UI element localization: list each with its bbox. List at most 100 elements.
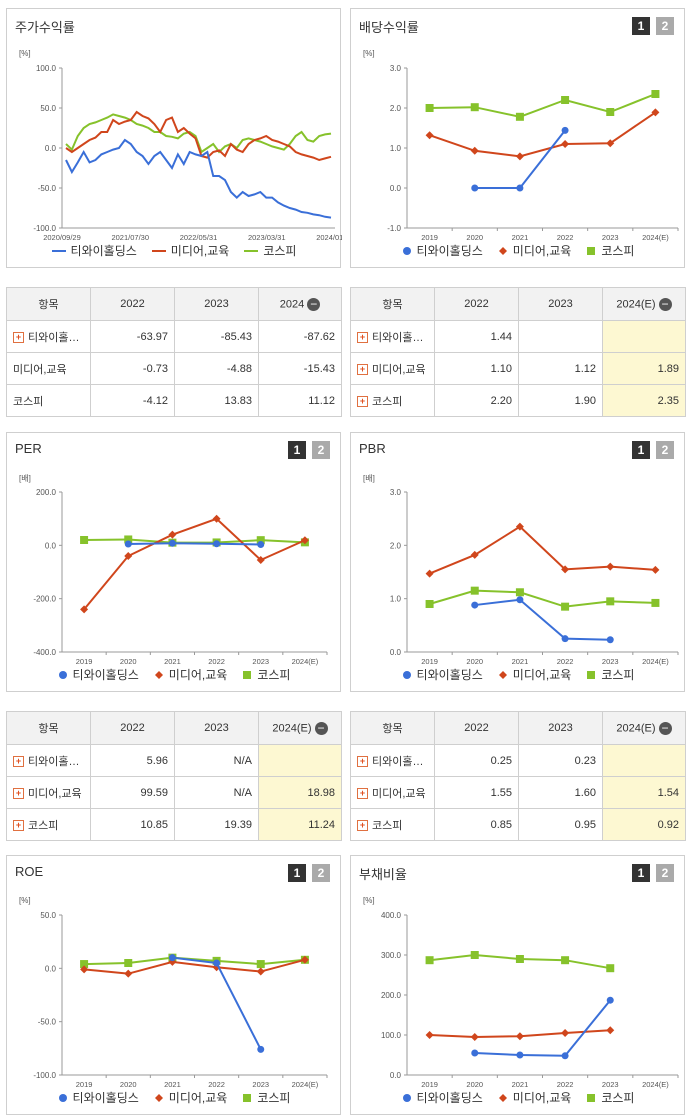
per-cell: 5.96 [90,744,175,777]
returns-legend-item-media: 미디어,교육 [151,242,230,259]
dividend-expand-icon[interactable]: + [357,396,368,408]
pbr-view-1-button[interactable]: 1 [632,441,650,459]
debt-y-tick-label: 300.0 [381,951,402,960]
dividend-row-name: + 미디어,교육 [350,352,435,385]
roe-x-tick-label: 2021 [164,1080,181,1089]
returns-row-label: 미디어,교육 [13,363,67,376]
roe-view-1-button[interactable]: 1 [288,864,306,882]
returns-x-tick-label: 2024/01/31 [316,233,342,242]
dividend-cell: 1.44 [434,320,519,353]
per-point-kospi [124,535,133,544]
per-series-line-holding [128,542,261,546]
returns-cell: 11.12 [258,384,342,417]
roe-view-2-button[interactable]: 2 [312,864,330,882]
roe-point-kospi [80,960,89,969]
per-expand-icon[interactable]: + [13,756,24,768]
per-line-chart: 200.0 0.0 -200.0 -400.0 2019 2020 2021 2022 2023… [33,488,328,666]
pbr-collapse-icon[interactable]: − [658,721,672,735]
returns-legend-item-holding: 티와이홀딩스 [51,242,137,259]
pbr-expand-icon[interactable]: + [357,756,368,768]
pbr-point-media [425,569,434,578]
dividend-header-item: 항목 [350,287,435,321]
debt-legend-swatch-kospi [587,1093,596,1102]
returns-legend-label: 미디어,교육 [170,244,230,258]
pbr-x-tick-label: 2024(E) [642,657,669,666]
dividend-point-kospi [561,96,570,104]
dividend-expand-icon[interactable]: + [357,364,368,376]
dividend-point-media [425,131,434,140]
pbr-point-kospi [651,598,660,607]
pbr-legend-label: 티와이홀딩스 [416,668,483,682]
dividend-cell [518,320,603,353]
dividend-cell [602,320,686,353]
roe-x-tick-label: 2019 [76,1080,93,1089]
dividend-x-tick-label: 2023 [602,233,619,242]
per-expand-icon[interactable]: + [13,820,24,832]
dividend-collapse-icon[interactable]: − [658,297,672,311]
returns-cell: -85.43 [174,320,259,353]
dividend-x-tick-label: 2019 [421,233,438,242]
dividend-point-holding [471,184,479,192]
dividend-x-tick-label: 2022 [557,233,574,242]
returns-cell: -0.73 [90,352,175,385]
per-view-2-button[interactable]: 2 [312,441,330,459]
pbr-row-name: + 코스피 [350,808,435,841]
dividend-line-chart: 3.0 2.0 1.0 0.0 -1.0 2019 2020 2021 2022 2023 2024… [387,64,679,242]
debt-x-tick-label: 2023 [602,1080,619,1089]
debt-point-media [470,1033,479,1041]
dividend-table-row: + 미디어,교육 1.10 1.12 1.89 [350,352,686,385]
per-legend-swatch-holding [58,670,67,679]
pbr-cell: 0.25 [434,744,519,777]
pbr-point-holding [471,601,479,609]
returns-collapse-icon[interactable]: − [307,297,321,311]
pbr-row-name: + 티와이홀… [350,744,435,777]
pbr-point-media [561,565,570,574]
pbr-row-label: 미디어,교육 [372,787,426,800]
dividend-view-2-button[interactable]: 2 [656,17,674,35]
debt-view-2-button[interactable]: 2 [656,864,674,882]
debt-point-holding [516,1051,524,1059]
roe-legend-swatch-holding [58,1093,67,1102]
pbr-expand-icon[interactable]: + [357,788,368,800]
roe-y-tick-label: 50.0 [40,911,56,920]
debt-point-media [561,1029,570,1037]
per-table-row: + 티와이홀… 5.96 N/A [6,744,342,777]
debt-view-1-button[interactable]: 1 [632,864,650,882]
pbr-expand-icon[interactable]: + [357,820,368,832]
roe-legend-swatch-kospi [243,1093,252,1102]
pbr-view-2-button[interactable]: 2 [656,441,674,459]
per-collapse-icon[interactable]: − [314,721,328,735]
roe-x-tick-label: 2024(E) [292,1080,319,1089]
dividend-view-1-button[interactable]: 1 [632,17,650,35]
per-view-1-button[interactable]: 1 [288,441,306,459]
dividend-y-tick-label: 1.0 [390,144,402,153]
per-cell: 10.85 [90,808,175,841]
per-row-label: 코스피 [28,819,59,832]
per-point-media [256,556,265,564]
returns-y-tick-label: 0.0 [45,144,57,153]
per-row-name: + 미디어,교육 [6,776,91,809]
returns-legend-swatch-media [151,249,166,252]
debt-legend-label: 티와이홀딩스 [416,1091,483,1105]
pbr-series-line-holding [474,598,611,641]
roe-point-media [124,969,133,978]
dividend-point-media [606,139,615,148]
pbr-line-chart: 3.0 2.0 1.0 0.0 2019 2020 2021 2022 2023 2024(E) [390,488,679,666]
returns-y-tick-label: 100.0 [36,64,57,73]
pbr-point-media [470,550,479,559]
returns-legend-swatch-kospi [244,249,259,252]
pbr-legend-swatch-holding [402,670,411,679]
roe-legend-swatch-media [154,1093,163,1102]
returns-chart-title: 주가수익률 [15,20,75,35]
returns-row-name: 미디어,교육 [6,352,91,385]
pbr-header-year: 2022 [434,711,519,745]
pbr-point-media [606,562,615,571]
per-expand-icon[interactable]: + [13,788,24,800]
dividend-expand-icon[interactable]: + [357,332,368,344]
pbr-chart-title: PBR [359,441,386,456]
returns-expand-icon[interactable]: + [13,332,24,344]
per-point-media [80,605,89,614]
pbr-cell: 1.55 [434,776,519,809]
dividend-legend-swatch-kospi [587,246,596,255]
